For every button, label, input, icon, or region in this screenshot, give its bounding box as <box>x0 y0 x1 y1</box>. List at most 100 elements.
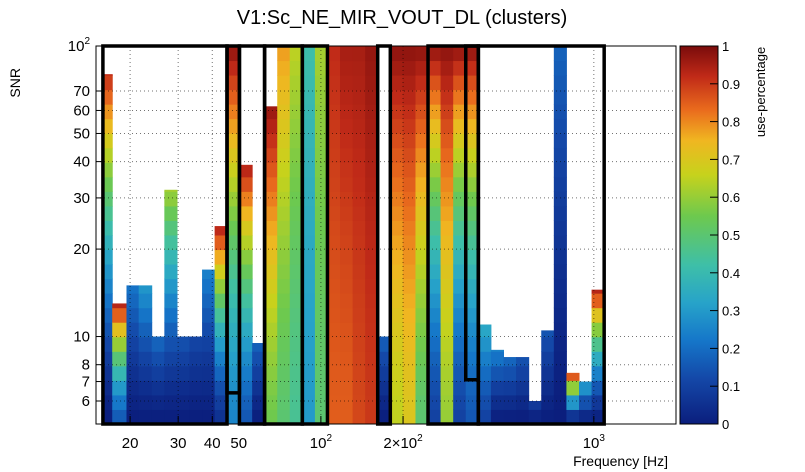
heatmap-cell <box>365 191 379 207</box>
heatmap-cell <box>102 394 113 410</box>
heatmap-cell <box>164 336 178 352</box>
heatmap-cell <box>415 409 429 425</box>
heatmap-cell <box>352 322 366 338</box>
heatmap-cell <box>340 220 354 236</box>
colorbar-tick-label: 0.8 <box>722 115 740 130</box>
heatmap-cell <box>227 220 240 236</box>
heatmap-cell <box>390 264 404 280</box>
heatmap-cells <box>102 46 605 425</box>
heatmap-cell <box>227 162 240 178</box>
colorbar-label: use-percentage <box>753 47 768 137</box>
heatmap-cell <box>365 176 379 192</box>
heatmap-cell <box>340 336 354 352</box>
heatmap-cell <box>227 60 240 76</box>
x-axis-label: Frequency [Hz] <box>573 453 668 469</box>
heatmap-cell <box>352 205 366 221</box>
heatmap-cell <box>264 336 278 352</box>
heatmap-cell <box>214 322 228 338</box>
heatmap-cell <box>553 147 567 163</box>
heatmap-cell <box>402 46 416 62</box>
chart-title: V1:Sc_NE_MIR_VOUT_DL (clusters) <box>237 7 567 29</box>
heatmap-cell <box>591 322 605 338</box>
heatmap-cell <box>440 409 454 425</box>
heatmap-cell <box>189 365 203 381</box>
heatmap-cell <box>176 394 190 410</box>
heatmap-cell <box>239 409 253 425</box>
heatmap-cell <box>453 365 467 381</box>
heatmap-cell <box>390 162 404 178</box>
heatmap-cell <box>239 191 253 207</box>
heatmap-cell <box>340 205 354 221</box>
heatmap-cell <box>553 89 567 105</box>
heatmap-cell <box>453 89 467 105</box>
heatmap-cell <box>314 104 328 120</box>
y-tick-label: 8 <box>82 357 90 374</box>
heatmap-cell <box>428 104 442 120</box>
heatmap-cell <box>490 365 504 381</box>
heatmap-cell <box>340 264 354 280</box>
heatmap-cell <box>453 205 467 221</box>
heatmap-cell <box>415 293 429 309</box>
heatmap-cell <box>164 191 178 207</box>
heatmap-cell <box>302 191 316 207</box>
heatmap-cell <box>227 147 240 163</box>
heatmap-cell <box>541 336 555 352</box>
heatmap-cell <box>138 307 153 323</box>
heatmap-cell <box>314 307 328 323</box>
heatmap-cell <box>377 394 391 410</box>
heatmap-cell <box>415 322 429 338</box>
heatmap-cell <box>314 75 328 91</box>
heatmap-cell <box>314 60 328 76</box>
heatmap-cell <box>102 249 113 265</box>
heatmap-cell <box>415 249 429 265</box>
heatmap-cell <box>415 104 429 120</box>
y-axis: 6 78 10 20 30 40 50 60 70 102 <box>68 36 104 410</box>
heatmap-cell <box>327 60 341 76</box>
heatmap-cell <box>428 365 442 381</box>
heatmap-cell <box>289 351 303 367</box>
heatmap-cell <box>102 278 113 294</box>
heatmap-cell <box>390 205 404 221</box>
heatmap-cell <box>340 380 354 396</box>
heatmap-cell <box>264 264 278 280</box>
heatmap-cell <box>553 322 567 338</box>
heatmap-cell <box>327 380 341 396</box>
heatmap-cell <box>553 307 567 323</box>
heatmap-cell <box>415 147 429 163</box>
heatmap-cell <box>365 46 379 62</box>
heatmap-cell <box>591 409 605 425</box>
heatmap-cell <box>365 409 379 425</box>
heatmap-cell <box>591 365 605 381</box>
heatmap-cell <box>453 264 467 280</box>
heatmap-cell <box>112 365 127 381</box>
heatmap-cell <box>289 162 303 178</box>
heatmap-cell <box>365 249 379 265</box>
heatmap-cell <box>102 176 113 192</box>
heatmap-cell <box>126 336 140 352</box>
heatmap-cell <box>428 278 442 294</box>
heatmap-cell <box>553 162 567 178</box>
heatmap-cell <box>202 269 216 280</box>
heatmap-cell <box>164 322 178 338</box>
x-tick-label: 102 <box>310 433 333 452</box>
colorbar-tick-label: 0.2 <box>722 341 740 356</box>
heatmap-cell <box>289 249 303 265</box>
heatmap-cell <box>214 235 228 251</box>
heatmap-cell <box>126 394 140 410</box>
heatmap-cell <box>112 380 127 396</box>
heatmap-cell <box>490 409 504 425</box>
heatmap-cell <box>164 205 178 221</box>
heatmap-cell <box>277 336 291 352</box>
heatmap-cell <box>264 278 278 294</box>
heatmap-cell <box>126 351 140 367</box>
heatmap-cell <box>252 409 266 425</box>
heatmap-cell <box>453 133 467 149</box>
heatmap-cell <box>553 293 567 309</box>
heatmap-cell <box>465 409 479 425</box>
heatmap-cell <box>314 162 328 178</box>
heatmap-cell <box>176 409 190 425</box>
heatmap-cell <box>591 289 605 294</box>
heatmap-cell <box>214 380 228 396</box>
heatmap-cell <box>239 235 253 251</box>
heatmap-cell <box>126 322 140 338</box>
